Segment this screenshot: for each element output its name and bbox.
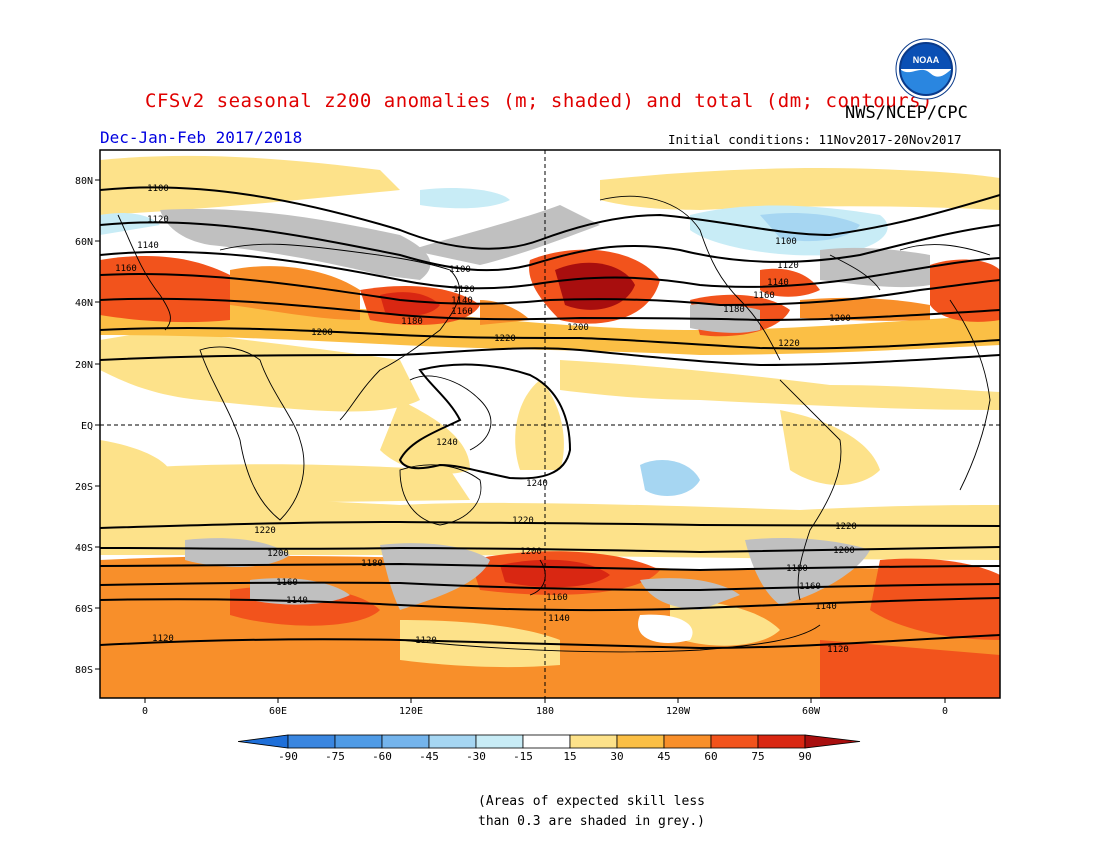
contour-label: 1180 [723, 305, 745, 315]
colorbar-tick-label: 90 [798, 750, 811, 763]
lat-label: 40N [75, 298, 93, 309]
contour-label: 1220 [254, 526, 276, 536]
contour-label: 1240 [436, 438, 458, 448]
coastlines [117, 195, 991, 653]
lon-label: 180 [536, 706, 554, 717]
contour-label: 1120 [827, 645, 849, 655]
height-contours [100, 186, 1000, 650]
contour-label: 1140 [451, 296, 473, 306]
contour-label: 1100 [147, 184, 169, 194]
contour-label: 1220 [778, 339, 800, 349]
contour-label: 1200 [829, 314, 851, 324]
axis-ticks [95, 179, 946, 703]
contour-label: 1160 [799, 582, 821, 592]
contour-label: 1140 [815, 602, 837, 612]
contour-labels: 1100 1120 1140 1160 1100 1120 1140 1160 … [115, 184, 857, 655]
lon-label: 120W [666, 706, 691, 717]
contour-label: 1120 [415, 636, 437, 646]
contour-label: 1200 [520, 547, 542, 557]
contour-label: 1220 [835, 522, 857, 532]
colorbar-box [287, 734, 336, 749]
contour-label: 1100 [449, 265, 471, 275]
lat-label: 20S [75, 482, 93, 493]
contour-label: 1160 [115, 264, 137, 274]
contour-label: 1100 [775, 237, 797, 247]
contour-label: 1200 [833, 546, 855, 556]
colorbar-box [475, 734, 524, 749]
colorbar-tick-label: 60 [704, 750, 717, 763]
colorbar-tick-label: 75 [751, 750, 764, 763]
contour-label: 1160 [546, 593, 568, 603]
initial-conditions-label: Initial conditions: 11Nov2017-20Nov2017 [668, 132, 962, 147]
colorbar-boxes [238, 734, 861, 749]
colorbar-tick-label: -45 [419, 750, 439, 763]
colorbar-box [334, 734, 383, 749]
contour-label: 1220 [512, 516, 534, 526]
colorbar-box [663, 734, 712, 749]
colorbar-tick-label: -15 [513, 750, 533, 763]
contour-label: 1140 [548, 614, 570, 624]
contour-label: 1140 [286, 596, 308, 606]
lon-label: 60E [269, 706, 287, 717]
colorbar: -90 -75 -60 -45 -30 -15 15 30 45 60 75 90 [238, 734, 861, 763]
lat-label: 60N [75, 237, 93, 248]
noaa-logo-icon: NOAA [895, 38, 957, 100]
contour-label: 1140 [137, 241, 159, 251]
skill-note-line: (Areas of expected skill less [478, 794, 705, 809]
colorbar-box [616, 734, 665, 749]
contour-label: 1160 [276, 578, 298, 588]
skill-note: (Areas of expected skill less than 0.3 a… [478, 792, 705, 832]
lon-label: 0 [942, 706, 948, 717]
colorbar-arrow-left [238, 734, 289, 749]
contour-label: 1180 [401, 317, 423, 327]
contour-label: 1120 [147, 215, 169, 225]
lat-label: 40S [75, 543, 93, 554]
colorbar-tick-label: -90 [278, 750, 298, 763]
colorbar-box [569, 734, 618, 749]
lat-label: EQ [81, 421, 93, 432]
colorbar-box [710, 734, 759, 749]
contour-label: 1220 [494, 334, 516, 344]
lon-label: 120E [399, 706, 423, 717]
contour-label: 1120 [453, 285, 475, 295]
contour-label: 1200 [267, 549, 289, 559]
colorbar-ticks: -90 -75 -60 -45 -30 -15 15 30 45 60 75 90 [278, 750, 812, 763]
contour-label: 1160 [753, 291, 775, 301]
colorbar-box [522, 734, 571, 749]
contour-label: 1180 [361, 559, 383, 569]
lat-label: 80S [75, 665, 93, 676]
colorbar-box [381, 734, 430, 749]
colorbar-tick-label: 30 [610, 750, 623, 763]
colorbar-tick-label: 45 [657, 750, 670, 763]
lat-label: 20N [75, 360, 93, 371]
logo-text: NOAA [913, 55, 940, 65]
colorbar-arrow-right [804, 734, 861, 749]
lat-label: 60S [75, 604, 93, 615]
lon-label: 60W [802, 706, 821, 717]
colorbar-box [428, 734, 477, 749]
season-label: Dec-Jan-Feb 2017/2018 [100, 128, 303, 147]
contour-label: 1120 [152, 634, 174, 644]
shaded-anomaly-field [100, 150, 1000, 698]
contour-label: 1200 [567, 323, 589, 333]
contour-label: 1120 [777, 261, 799, 271]
lon-label: 0 [142, 706, 148, 717]
colorbar-tick-label: 15 [563, 750, 576, 763]
colorbar-box [757, 734, 806, 749]
lat-label: 80N [75, 176, 93, 187]
colorbar-tick-label: -60 [372, 750, 392, 763]
skill-note-line: than 0.3 are shaded in grey.) [478, 814, 705, 829]
contour-label: 1140 [767, 278, 789, 288]
map-frame [99, 149, 1001, 699]
map-title: CFSv2 seasonal z200 anomalies (m; shaded… [145, 90, 933, 112]
contour-label: 1240 [526, 479, 548, 489]
agency-label: NWS/NCEP/CPC [845, 103, 968, 123]
contour-label: 1160 [451, 307, 473, 317]
colorbar-tick-label: -30 [466, 750, 486, 763]
contour-label: 1180 [786, 564, 808, 574]
contour-label: 1200 [311, 328, 333, 338]
colorbar-tick-label: -75 [325, 750, 345, 763]
